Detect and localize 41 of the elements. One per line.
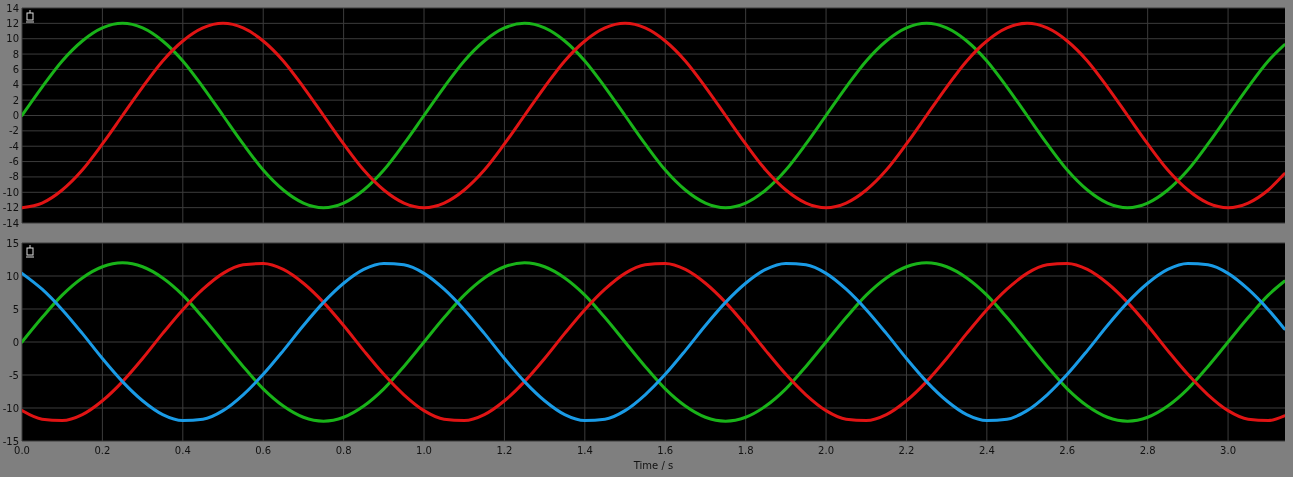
y-tick-label: 10 [6,33,19,45]
y-tick-label: 5 [12,303,19,315]
y-tick-label: 0 [12,110,19,121]
x-tick-label: 1.8 [737,445,754,456]
y-tick-label: -10 [2,186,19,198]
x-tick-label: 0.8 [335,445,352,456]
x-tick-label: 1.2 [496,445,513,456]
y-tick-label: -14 [2,217,19,229]
x-tick-label: 2.8 [1139,445,1156,456]
x-tick-label: 2.2 [898,445,915,456]
x-tick-label: 0.2 [94,445,111,456]
x-tick-label: 2.0 [818,445,834,456]
y-tick-label: 12 [6,17,19,29]
y-tick-label: -10 [2,402,19,414]
x-tick-label: 1.0 [416,445,432,456]
line-series [22,261,1285,423]
y-tick-label: -5 [9,369,19,381]
y-tick-label: 8 [12,48,19,60]
y-tick-label: 0 [12,336,19,348]
x-tick-label: 2.4 [978,445,995,456]
x-tick-label: 0.6 [255,445,272,456]
x-tick-label: 1.4 [576,445,593,456]
x-tick-label: 0.4 [174,445,191,456]
y-tick-label: -8 [9,171,19,183]
y-tick-label: 14 [6,2,19,14]
y-tick-label: 15 [6,237,19,249]
x-tick-label: 3.0 [1220,445,1237,456]
x-axis-title: Time / s [632,460,674,471]
x-tick-label: 1.6 [657,445,674,456]
y-tick-label: -6 [9,156,19,168]
y-tick-label: 10 [6,270,19,282]
x-tick-label: 0.0 [14,445,30,456]
x-tick-label: 2.6 [1059,445,1076,456]
y-tick-label: -2 [9,125,19,137]
y-tick-label: -4 [9,140,19,152]
y-tick-label: -12 [2,202,19,214]
y-tick-label: 6 [12,63,19,75]
y-tick-label: 2 [12,94,19,106]
line-series [22,21,1285,210]
y-tick-label: 4 [12,79,19,91]
y-tick-label: -15 [2,435,19,447]
